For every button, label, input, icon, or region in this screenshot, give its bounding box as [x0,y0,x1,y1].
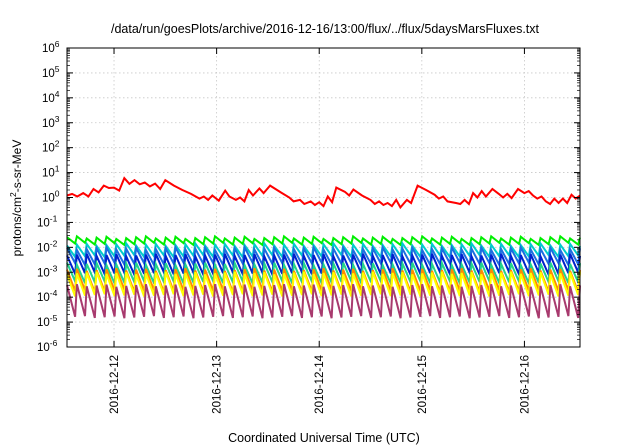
y-tick-label: 104 [42,89,60,105]
y-tick-label: 10-5 [37,313,58,329]
y-tick-label: 10-2 [37,238,58,254]
y-axis-label: protons/cm2-s-sr-MeV [8,140,24,257]
x-tick-label: 2016-12-12 [109,355,121,414]
x-axis: 2016-12-12 2016-12-13 2016-12-14 2016-12-15… [109,48,531,414]
chart-title: /data/run/goesPlots/archive/2016-12-16/1… [111,22,540,36]
y-tick-label: 102 [42,139,60,155]
series-line [66,271,581,297]
y-tick-label: 100 [42,189,60,205]
x-axis-label: Coordinated Universal Time (UTC) [228,431,420,445]
x-tick-label: 2016-12-16 [519,355,531,414]
y-tick-label: 10-6 [37,338,58,354]
series-group [66,176,581,319]
y-tick-label: 106 [42,39,60,55]
x-tick-label: 2016-12-13 [212,355,224,414]
y-tick-label: 10-4 [37,288,58,304]
x-tick-label: 2016-12-14 [314,354,326,413]
x-tick-label: 2016-12-15 [417,355,429,414]
y-tick-label: 10-1 [37,213,58,229]
y-tick-label: 103 [42,114,60,130]
series-line [66,283,581,319]
y-tick-label: 10-3 [37,263,58,279]
series-line [66,176,581,210]
series-line [66,234,581,247]
y-tick-label: 105 [42,64,60,80]
y-tick-label: 101 [42,164,60,180]
y-axis: 10-6 10-5 10-4 10-3 10-2 10-1 100 101 102 103 104 1… [37,39,580,354]
